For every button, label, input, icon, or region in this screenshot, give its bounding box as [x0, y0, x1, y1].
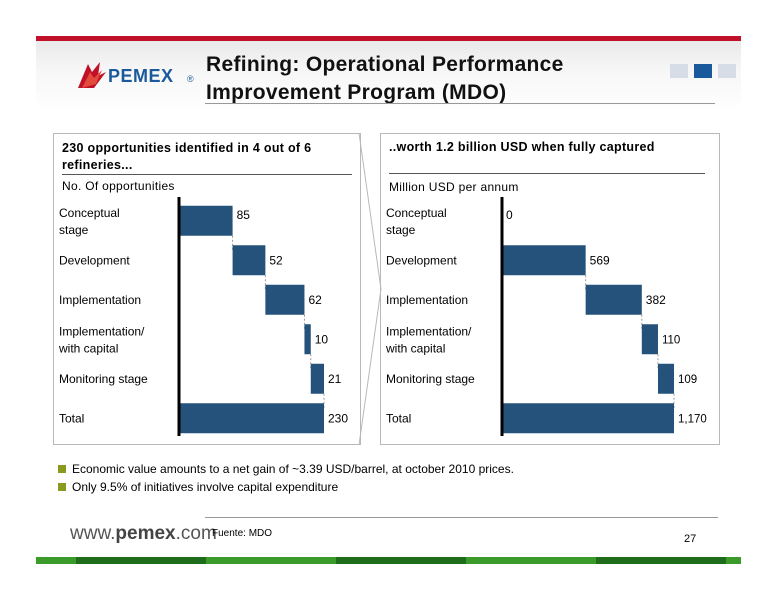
- bullet-text: Economic value amounts to a net gain of …: [72, 462, 514, 476]
- bottom-bar-segment: [336, 557, 466, 564]
- bottom-bar-segment: [76, 557, 206, 564]
- left-panel: [53, 133, 361, 445]
- pemex-logo: PEMEX: [108, 66, 174, 86]
- bar-implementation: [265, 284, 305, 315]
- nav-squares-icon: [670, 64, 736, 78]
- value-label-conceptual-stage: 85: [237, 208, 251, 222]
- category-label-implementation-with-capital: Implementation/with capital: [385, 324, 472, 355]
- category-label-development: Development: [386, 253, 457, 267]
- bar-implementation: [585, 284, 642, 315]
- category-label-implementation: Implementation: [59, 293, 141, 307]
- title-line-2: Improvement Program (MDO): [206, 81, 507, 104]
- value-label-development: 52: [269, 253, 283, 267]
- left-panel-heading: 230 opportunities identified in 4 out of…: [62, 141, 312, 172]
- title-line-1: Refining: Operational Performance: [206, 53, 564, 76]
- left-heading-underline: [62, 174, 352, 175]
- top-accent-bar: [36, 36, 741, 41]
- category-label-total: Total: [59, 411, 84, 425]
- bar-total: [502, 403, 674, 434]
- category-label-total: Total: [386, 411, 411, 425]
- value-label-implementation-with-capital: 110: [662, 334, 680, 346]
- right-heading-underline: [389, 173, 705, 174]
- category-label-implementation: Implementation: [386, 293, 468, 307]
- pemex-eagle-icon: [78, 62, 106, 88]
- category-label-monitoring-stage: Monitoring stage: [386, 372, 475, 386]
- value-label-implementation-with-capital: 10: [315, 332, 329, 346]
- bottom-accent-bar: [36, 557, 741, 564]
- bullet-item: Only 9.5% of initiatives involve capital…: [58, 478, 514, 496]
- bar-conceptual-stage: [179, 205, 233, 236]
- value-waterfall-chart: Conceptual stage 0 Development 569 Implementa…: [385, 197, 707, 436]
- category-label-conceptual-stage: Conceptual stage: [59, 206, 120, 237]
- bar-total: [179, 403, 324, 434]
- site-suffix: .com: [175, 523, 217, 544]
- footer-divider: [205, 517, 718, 518]
- bullet-text: Only 9.5% of initiatives involve capital…: [72, 480, 339, 494]
- page-number: 27: [684, 533, 697, 545]
- right-unit-label: Million USD per annum: [389, 180, 519, 194]
- value-label-monitoring-stage: 109: [678, 374, 697, 386]
- bullet-square-icon: [58, 483, 66, 491]
- value-label-implementation: 382: [646, 293, 666, 307]
- opportunities-waterfall-chart: Conceptual stage 85 Development 52 Implementa…: [58, 197, 348, 436]
- bottom-bar-segment: [596, 557, 726, 564]
- bullet-square-icon: [58, 465, 66, 473]
- website-link[interactable]: www.pemex.com: [70, 523, 217, 545]
- category-label-monitoring-stage: Monitoring stage: [59, 372, 148, 386]
- page-title: Refining: Operational Performance Improv…: [206, 51, 564, 107]
- chevron-right-icon: [358, 133, 382, 445]
- site-prefix: www.: [70, 523, 116, 544]
- source-note: Fuente: MDO: [212, 528, 273, 539]
- right-panel-heading: ..worth 1.2 billion USD when fully captu…: [389, 140, 655, 154]
- bar-development: [232, 245, 266, 276]
- bar-implementation-with-capital: [304, 324, 311, 355]
- value-label-implementation: 62: [308, 293, 322, 307]
- value-label-development: 569: [590, 253, 610, 267]
- bar-monitoring-stage: [310, 363, 324, 394]
- site-bold: pemex: [115, 523, 176, 544]
- value-label-conceptual-stage: 0: [506, 208, 513, 222]
- value-label-total: 1,170: [678, 413, 707, 425]
- category-label-conceptual-stage: Conceptual stage: [386, 206, 447, 237]
- left-unit-label: No. Of opportunities: [62, 179, 175, 193]
- registered-mark: ®: [187, 74, 194, 84]
- category-label-implementation-with-capital: Implementation/with capital: [58, 324, 145, 355]
- bullet-list: Economic value amounts to a net gain of …: [58, 460, 514, 496]
- bar-development: [502, 245, 586, 276]
- header-divider: [205, 103, 715, 104]
- bullet-item: Economic value amounts to a net gain of …: [58, 460, 514, 478]
- bar-implementation-with-capital: [641, 324, 658, 355]
- header-band: [36, 41, 741, 111]
- category-label-development: Development: [59, 253, 130, 267]
- bar-monitoring-stage: [657, 363, 674, 394]
- value-label-total: 230: [328, 411, 348, 425]
- value-label-monitoring-stage: 21: [328, 372, 342, 386]
